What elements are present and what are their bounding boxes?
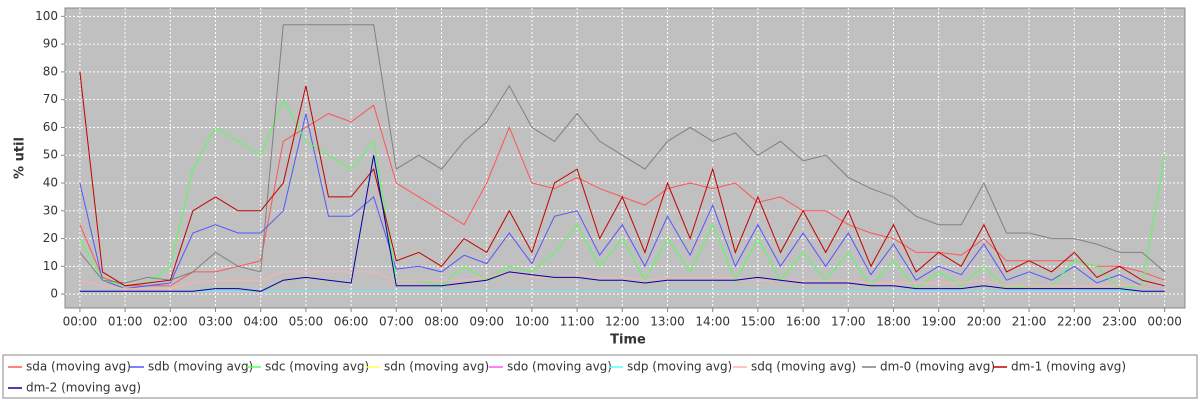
legend-label: sda (moving avg) xyxy=(26,360,131,374)
legend-label: sdo (moving avg) xyxy=(507,360,612,374)
legend-label: dm-2 (moving avg) xyxy=(26,381,141,395)
x-tick-label: 21:00 xyxy=(1012,315,1047,329)
legend-label: sdq (moving avg) xyxy=(751,360,856,374)
x-tick-label: 15:00 xyxy=(741,315,776,329)
x-tick-label: 00:00 xyxy=(63,315,98,329)
x-tick-label: 12:00 xyxy=(605,315,640,329)
series-line xyxy=(79,155,1165,292)
series-line xyxy=(79,71,1165,287)
y-tick-label: 10 xyxy=(43,259,58,273)
y-tick-label: 100 xyxy=(35,9,58,23)
legend xyxy=(2,354,1198,399)
x-tick-label: 11:00 xyxy=(560,315,595,329)
y-tick-label: 40 xyxy=(43,176,58,190)
x-tick-label: 06:00 xyxy=(334,315,369,329)
x-tick-label: 05:00 xyxy=(289,315,324,329)
x-tick-label: 19:00 xyxy=(921,315,956,329)
x-tick-label: 23:00 xyxy=(1102,315,1137,329)
series-line xyxy=(79,113,1165,290)
y-tick-label: 90 xyxy=(43,37,58,51)
y-tick-label: 20 xyxy=(43,231,58,245)
y-axis-title: % util xyxy=(13,137,28,179)
x-tick-label: 16:00 xyxy=(786,315,821,329)
x-tick-label: 07:00 xyxy=(379,315,414,329)
y-tick-label: 80 xyxy=(43,64,58,78)
legend-label: dm-1 (moving avg) xyxy=(1011,360,1126,374)
legend-label: sdp (moving avg) xyxy=(627,360,732,374)
x-tick-label: 04:00 xyxy=(243,315,278,329)
x-tick-label: 22:00 xyxy=(1057,315,1092,329)
y-tick-label: 0 xyxy=(50,287,58,301)
y-tick-label: 70 xyxy=(43,92,58,106)
series-line xyxy=(79,24,1166,284)
x-tick-label: 20:00 xyxy=(967,315,1002,329)
x-tick-label: 00:00 xyxy=(1147,315,1182,329)
x-tick-label: 17:00 xyxy=(831,315,866,329)
x-axis-title: Time xyxy=(610,333,646,348)
x-tick-label: 18:00 xyxy=(876,315,911,329)
x-tick-label: 14:00 xyxy=(695,315,730,329)
y-tick-label: 50 xyxy=(43,148,58,162)
series-line xyxy=(79,98,1166,290)
x-tick-label: 03:00 xyxy=(198,315,233,329)
plot-area xyxy=(64,7,1186,309)
x-tick-label: 13:00 xyxy=(650,315,685,329)
x-tick-label: 08:00 xyxy=(424,315,459,329)
legend-label: dm-0 (moving avg) xyxy=(880,360,995,374)
legend-label: sdn (moving avg) xyxy=(384,360,489,374)
x-tick-label: 01:00 xyxy=(108,315,143,329)
y-tick-label: 60 xyxy=(43,120,58,134)
y-tick-label: 30 xyxy=(43,203,58,217)
x-tick-label: 02:00 xyxy=(153,315,188,329)
legend-label: sdc (moving avg) xyxy=(265,360,369,374)
x-tick-label: 09:00 xyxy=(469,315,504,329)
x-tick-label: 10:00 xyxy=(515,315,550,329)
series-line xyxy=(79,271,1165,290)
legend-label: sdb (moving avg) xyxy=(148,360,253,374)
